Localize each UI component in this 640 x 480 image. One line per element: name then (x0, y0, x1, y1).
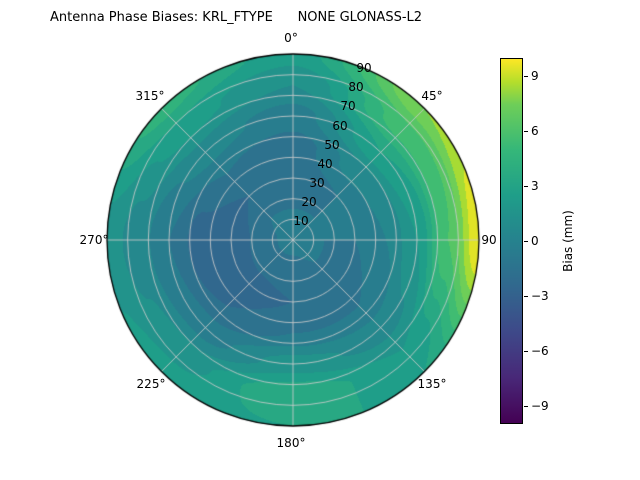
azimuth-label-225: 225° (136, 377, 166, 391)
colorbar-tick-label: −6 (531, 344, 549, 358)
colorbar-tick-label: 9 (531, 69, 539, 83)
azimuth-label-45: 45° (421, 89, 443, 103)
azimuth-label-315: 315° (135, 89, 165, 103)
colorbar-gradient (501, 59, 522, 423)
radial-label-10: 10 (293, 214, 309, 228)
azimuth-label-90: 90 (481, 233, 497, 247)
radial-label-70: 70 (340, 99, 356, 113)
colorbar-tick-mark (524, 351, 528, 352)
colorbar-tick-mark (524, 406, 528, 407)
colorbar-axis-label: Bias (mm) (561, 210, 575, 272)
colorbar (500, 58, 523, 424)
colorbar-tick-mark (524, 296, 528, 297)
azimuth-label-0: 0° (284, 31, 298, 45)
radial-label-80: 80 (348, 80, 364, 94)
radial-label-50: 50 (324, 138, 340, 152)
colorbar-tick-mark (524, 241, 528, 242)
colorbar-tick-label: −3 (531, 289, 549, 303)
radial-label-40: 40 (317, 157, 333, 171)
azimuth-label-270: 270° (79, 233, 109, 247)
colorbar-tick-label: −9 (531, 399, 549, 413)
colorbar-tick-mark (524, 76, 528, 77)
radial-label-60: 60 (332, 119, 348, 133)
radial-label-20: 20 (301, 195, 317, 209)
colorbar-tick-mark (524, 131, 528, 132)
colorbar-tick-label: 6 (531, 124, 539, 138)
azimuth-label-180: 180° (276, 436, 306, 450)
azimuth-label-135: 135° (417, 377, 447, 391)
colorbar-tick-label: 0 (531, 234, 539, 248)
colorbar-tick-label: 3 (531, 179, 539, 193)
radial-label-30: 30 (309, 176, 325, 190)
colorbar-tick-mark (524, 186, 528, 187)
radial-label-90: 90 (356, 61, 372, 75)
